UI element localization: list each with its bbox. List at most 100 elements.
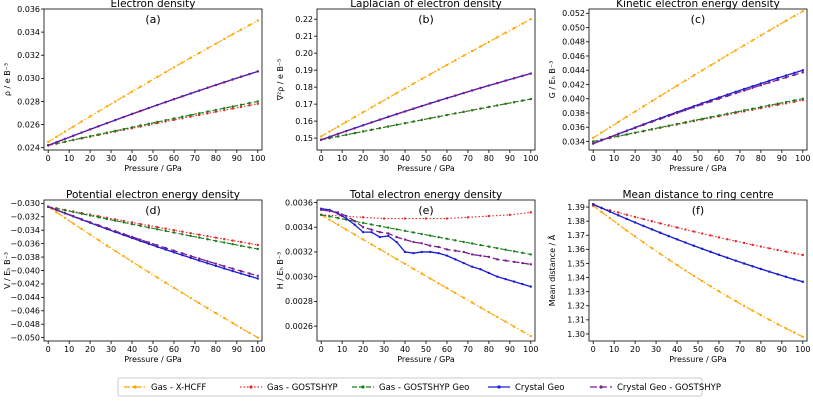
data-point-xhcff (487, 40, 491, 44)
data-point-xhcff (734, 49, 737, 52)
x-tick-label: 70 (190, 154, 200, 163)
data-point-crystgost (445, 96, 449, 100)
axes-frame (316, 8, 536, 151)
data-point-gostgeo (667, 124, 670, 127)
data-point-crystgost (248, 272, 251, 275)
data-point-xhcff (189, 56, 192, 60)
x-tick-label: 90 (232, 154, 242, 163)
data-point-crystgost (139, 238, 142, 241)
data-point-gostgeo (80, 212, 83, 215)
data-point-xhcff (189, 296, 192, 300)
x-tick-label: 100 (250, 345, 265, 354)
data-point-cryst (726, 256, 729, 259)
x-tick-label: 10 (609, 154, 619, 163)
data-point-xhcff (512, 27, 516, 30)
y-tick-label: 0.0028 (285, 297, 313, 306)
x-tick-label: 90 (232, 345, 242, 354)
data-point-crystgost (395, 112, 398, 116)
data-point-cryst (742, 262, 746, 265)
data-point-crystgost (214, 83, 218, 87)
data-point-cryst (667, 234, 670, 238)
data-point-cryst (214, 264, 218, 268)
data-point-xhcff (55, 211, 58, 214)
x-tick-label: 50 (421, 154, 431, 163)
x-tick-label: 90 (777, 345, 787, 354)
data-point-gostgeo (370, 223, 373, 226)
data-point-gostgeo (248, 101, 251, 105)
series-line-cryst (321, 208, 531, 288)
data-point-gost (382, 217, 386, 220)
x-tick-label: 80 (484, 154, 494, 163)
series-line-gost (321, 211, 531, 220)
data-point-xhcff (88, 233, 92, 236)
data-point-crystgost (784, 76, 788, 79)
y-tick-label: 1.32 (567, 302, 585, 311)
data-point-gostgeo (445, 237, 449, 240)
data-point-gostgeo (328, 215, 331, 218)
data-point-xhcff (642, 105, 645, 108)
data-point-cryst (617, 214, 620, 217)
data-point-xhcff (139, 265, 142, 269)
x-tick-label: 20 (630, 154, 640, 163)
data-point-gostgeo (742, 109, 746, 112)
data-point-gostgeo (378, 224, 382, 228)
x-tick-label: 70 (463, 154, 473, 163)
data-point-xhcff (633, 110, 637, 113)
data-point-gostgeo (759, 105, 763, 109)
data-point-crystgost (206, 86, 209, 90)
data-point-gostgeo (336, 216, 340, 220)
data-point-gostgeo (717, 114, 721, 117)
data-point-cryst (591, 203, 595, 206)
y-tick-label: 1.37 (567, 231, 585, 240)
y-axis-label: ρ / e B⁻³ (3, 63, 12, 96)
data-point-crystgost (189, 254, 192, 258)
data-point-crystgost (239, 75, 243, 78)
data-point-gostgeo (370, 128, 373, 131)
y-tick-label: 1.35 (567, 259, 585, 268)
data-point-crystgost (633, 126, 637, 130)
x-tick-label: 100 (795, 154, 810, 163)
x-tick-label: 50 (693, 345, 703, 354)
data-point-gostgeo (223, 241, 226, 244)
data-point-xhcff (239, 326, 243, 330)
data-point-xhcff (684, 269, 687, 272)
data-point-gostgeo (189, 113, 192, 117)
data-point-crystgost (122, 232, 125, 236)
data-point-crystgost (370, 228, 373, 231)
data-point-xhcff (675, 263, 679, 267)
data-point-xhcff (717, 59, 721, 62)
data-point-gostgeo (387, 226, 390, 229)
data-point-xhcff (684, 79, 687, 82)
data-point-gostgeo (642, 129, 645, 133)
panel-title: Potential electron energy density (66, 189, 240, 201)
x-tick-label: 0 (46, 345, 51, 354)
data-point-crystgost (370, 121, 373, 124)
data-point-xhcff (726, 295, 729, 298)
data-point-gost (659, 222, 662, 225)
data-point-crystgost (223, 81, 226, 84)
panel-c: Kinetic electron energy density (c) 0 10 20 3… (548, 0, 810, 173)
series-line-cryst (47, 206, 258, 280)
x-tick-label: 90 (505, 345, 515, 354)
data-point-gostgeo (395, 228, 398, 231)
y-tick-label: 0.18 (295, 83, 313, 92)
data-point-gostgeo (72, 210, 75, 214)
data-point-xhcff (256, 19, 260, 22)
data-point-xhcff (487, 311, 491, 314)
x-tick-label: 70 (735, 154, 745, 163)
data-point-gostgeo (470, 242, 474, 245)
data-point-gostgeo (512, 250, 516, 253)
data-point-xhcff (445, 63, 449, 67)
data-point-crystgost (675, 111, 679, 115)
data-point-gostgeo (105, 217, 109, 221)
data-point-xhcff (759, 313, 763, 317)
data-point-gostgeo (88, 135, 92, 138)
data-point-xhcff (345, 228, 348, 231)
data-point-gost (726, 238, 729, 241)
series-line-crystgost (592, 71, 803, 145)
data-point-crystgost (717, 97, 721, 101)
data-point-gostgeo (700, 117, 704, 121)
data-point-cryst (751, 265, 754, 268)
series-group (46, 19, 260, 147)
